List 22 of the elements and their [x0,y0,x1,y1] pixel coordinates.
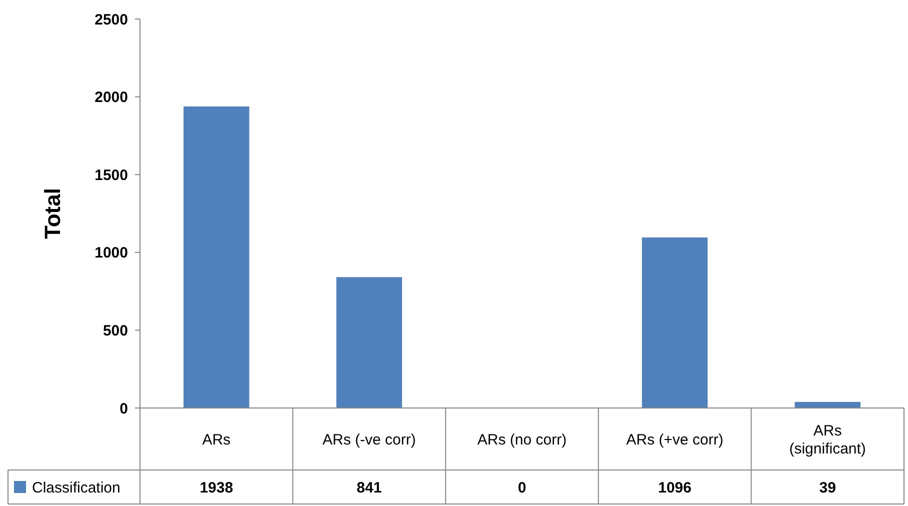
bar [336,277,402,408]
data-label: 0 [518,479,526,496]
x-tick-label: ARs [202,431,231,448]
data-label: 1096 [658,479,692,496]
y-tick-label: 1500 [94,166,128,184]
y-tick-label: 2500 [94,11,128,28]
y-axis-title: Total [40,188,65,239]
y-tick-label: 2000 [94,89,128,106]
y-tick-label: 1000 [94,244,128,262]
bar [794,402,860,408]
bar [642,237,708,408]
data-label: 841 [356,479,382,496]
x-tick-label: ARs (-ve corr) [322,431,416,448]
data-label: 39 [819,479,836,496]
x-tick-label: ARs (significant) [789,422,866,458]
y-tick-label: 500 [102,322,128,340]
data-label: 1938 [200,479,234,496]
x-tick-label: ARs (+ve corr) [626,431,724,448]
x-tick-label: ARs (no corr) [477,431,567,448]
legend-label: Classification [32,479,120,496]
y-tick-label: 0 [120,400,128,418]
bar [184,106,250,408]
